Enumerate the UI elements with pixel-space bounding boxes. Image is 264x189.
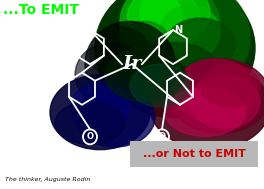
Ellipse shape <box>135 43 215 86</box>
Ellipse shape <box>130 64 190 107</box>
Ellipse shape <box>50 75 150 150</box>
Ellipse shape <box>90 27 150 80</box>
Ellipse shape <box>120 0 200 59</box>
Text: O: O <box>87 132 93 141</box>
Text: O: O <box>158 132 166 141</box>
Text: N: N <box>174 25 182 35</box>
Ellipse shape <box>70 83 130 131</box>
Text: The thinker, Auguste Rodin: The thinker, Auguste Rodin <box>5 177 91 182</box>
Text: ...or Not to EMIT: ...or Not to EMIT <box>143 149 246 159</box>
Ellipse shape <box>105 48 185 101</box>
Ellipse shape <box>55 101 125 144</box>
Ellipse shape <box>95 0 255 118</box>
Ellipse shape <box>165 88 245 136</box>
Text: N: N <box>81 25 89 35</box>
Ellipse shape <box>160 5 220 59</box>
Text: ...To EMIT: ...To EMIT <box>3 3 79 17</box>
Ellipse shape <box>140 0 210 42</box>
Ellipse shape <box>190 75 260 128</box>
Ellipse shape <box>170 59 264 134</box>
Ellipse shape <box>75 88 155 147</box>
Ellipse shape <box>200 64 260 107</box>
Ellipse shape <box>150 64 264 150</box>
Ellipse shape <box>128 0 182 40</box>
Ellipse shape <box>120 21 170 64</box>
Ellipse shape <box>75 43 145 107</box>
Ellipse shape <box>85 21 175 107</box>
Ellipse shape <box>165 18 235 72</box>
Ellipse shape <box>120 0 220 75</box>
Text: Ir: Ir <box>122 55 142 73</box>
Ellipse shape <box>175 59 255 123</box>
Ellipse shape <box>120 0 250 96</box>
FancyBboxPatch shape <box>130 141 258 167</box>
